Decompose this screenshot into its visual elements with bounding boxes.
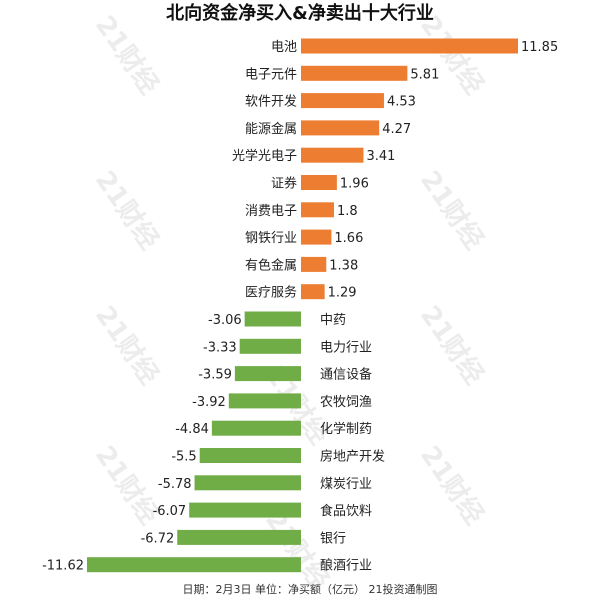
category-label: 食品饮料 [320,503,372,519]
bar-negative [177,529,301,545]
watermark-text: 21财经 [414,440,490,530]
bar-positive [301,120,380,136]
value-label: 1.29 [328,286,357,301]
bar-positive [301,175,337,190]
bar-positive [301,284,325,300]
category-label: 房地产开发 [320,449,385,465]
category-label: 软件开发 [245,94,297,110]
category-label: 医疗服务 [245,285,297,301]
value-label: -6.07 [153,504,187,519]
value-label: 1.96 [340,177,369,192]
category-label: 煤炭行业 [320,477,372,492]
value-label: 1.8 [337,204,358,219]
value-label: 4.27 [382,122,411,137]
value-label: -5.5 [171,450,196,465]
bar-negative [199,448,301,463]
value-label: -11.62 [42,559,84,574]
bar-positive [301,65,408,81]
value-label: -3.06 [208,313,242,328]
category-label: 光学光电子 [232,148,297,164]
watermark-text: 21财经 [414,300,490,390]
bar-positive [301,229,332,245]
category-label: 通信设备 [320,367,372,383]
value-label: 1.38 [329,258,358,273]
bar-negative [234,366,301,382]
value-label: -5.78 [158,477,192,492]
category-label: 能源金属 [245,121,297,137]
watermark-text: 21财经 [89,165,165,255]
bar-negative [239,338,301,354]
bar-positive [301,93,384,109]
bar-negative [211,420,301,436]
bar-positive [301,38,518,54]
value-label: -6.72 [141,531,175,546]
bar-negative [244,311,301,327]
value-label: 1.66 [334,231,363,246]
value-label: -3.33 [203,340,237,355]
bar-negative [228,393,301,409]
category-label: 银行 [320,531,346,546]
bar-negative [189,502,301,518]
category-label: 钢铁行业 [245,231,297,246]
category-label: 证券 [271,176,297,192]
value-label: 4.53 [387,95,416,110]
category-label: 电子元件 [245,67,297,82]
watermark-text: 21财经 [89,10,165,100]
value-label: 11.85 [521,40,558,55]
category-label: 有色金属 [245,257,297,273]
chart-title: 北向资金净买入&净卖出十大行业 [166,2,434,24]
category-label: 电池 [271,40,297,55]
bar-negative [87,557,301,573]
watermark-text: 21财经 [414,165,490,255]
bars: 11.85 电池 5.81 电子元件 4.53 软件开发 4.27 能源金属 3.41 光学光电子… [42,38,558,574]
bar-positive [301,202,334,218]
value-label: -3.59 [198,368,232,383]
category-label: 中药 [320,313,346,328]
value-label: 3.41 [366,149,395,164]
watermark-text: 21财经 [89,300,165,390]
category-label: 农牧饲渔 [320,395,372,410]
bar-negative [194,475,301,491]
category-label: 消费电子 [245,204,297,219]
category-label: 酿酒行业 [320,558,372,574]
value-label: 5.81 [410,67,439,82]
chart-footer: 日期：2月3日 单位：净买额（亿元） 21投资通制图 [183,582,438,596]
category-label: 电力行业 [320,340,372,355]
value-label: -3.92 [192,395,226,410]
bar-positive [301,256,327,272]
category-label: 化学制药 [320,421,372,437]
bar-positive [301,147,364,163]
value-label: -4.84 [175,422,209,437]
